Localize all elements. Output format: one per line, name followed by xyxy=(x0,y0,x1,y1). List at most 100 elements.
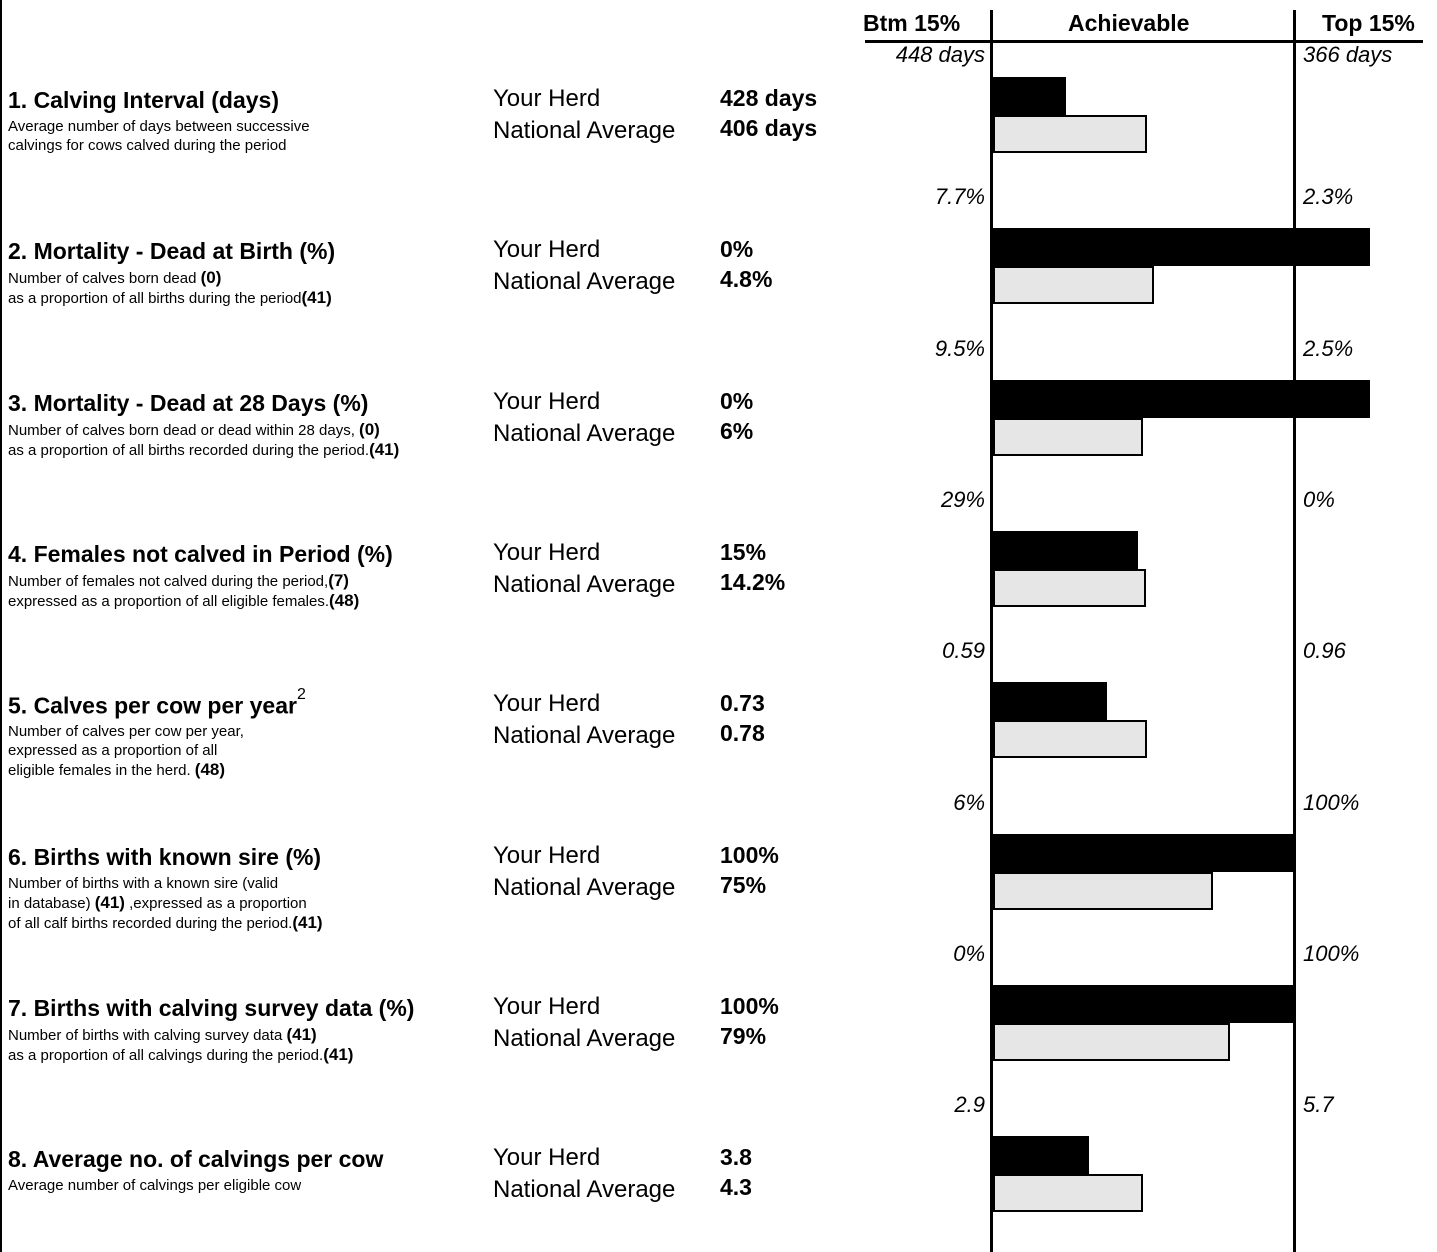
national-average-bar xyxy=(993,720,1148,759)
description-line: Number of calves born dead (0) xyxy=(8,268,332,288)
scale-bottom-15-label: 6% xyxy=(953,789,985,815)
count-value: (48) xyxy=(194,760,226,780)
header-underline xyxy=(865,40,1423,43)
scale-bottom-15-label: 9.5% xyxy=(934,335,985,361)
national-average-label: National Average xyxy=(493,268,676,296)
header-btm: Btm 15% xyxy=(863,10,961,36)
description-text: ,expressed as a proportion xyxy=(124,894,307,912)
metric-title-text: 3. Mortality - Dead at 28 Days (%) xyxy=(8,389,369,416)
description-line: in database) (41) ,expressed as a propor… xyxy=(8,893,323,913)
metric-title: 1. Calving Interval (days) xyxy=(8,87,279,114)
national-average-label: National Average xyxy=(493,419,676,447)
national-average-label: National Average xyxy=(493,873,676,901)
description-line: Average number of days between successiv… xyxy=(8,117,310,136)
description-text: eligible females in the herd. xyxy=(8,762,195,780)
metric-title: 4. Females not calved in Period (%) xyxy=(8,541,393,568)
national-average-bar xyxy=(993,1022,1230,1061)
your-herd-label: Your Herd xyxy=(493,236,601,264)
national-average-label: National Average xyxy=(493,117,676,144)
your-herd-label: Your Herd xyxy=(493,387,601,415)
description-text: as a proportion of all births recorded d… xyxy=(8,441,370,459)
description-line: Number of calves born dead or dead withi… xyxy=(8,420,399,440)
national-average-bar xyxy=(993,417,1143,456)
your-herd-label: Your Herd xyxy=(493,841,601,869)
metric-description: Average number of days between successiv… xyxy=(8,117,310,155)
metric-title: 6. Births with known sire (%) xyxy=(8,844,321,871)
description-text: Number of calves born dead xyxy=(8,270,201,288)
header-top: Top 15% xyxy=(1322,10,1415,36)
national-average-value: 79% xyxy=(720,1022,767,1049)
metric-description: Number of females not calved during the … xyxy=(8,571,359,611)
header-achievable: Achievable xyxy=(1068,10,1190,36)
description-text: as a proportion of all calvings during t… xyxy=(8,1046,324,1064)
your-herd-value: 15% xyxy=(720,538,767,565)
description-text: Average number of calvings per eligible … xyxy=(8,1177,302,1195)
description-line: as a proportion of all births during the… xyxy=(8,288,332,308)
scale-bottom-15-label: 0% xyxy=(953,940,985,966)
scale-top-15-label: 100% xyxy=(1303,789,1360,815)
count-value: (41) xyxy=(369,439,400,459)
your-herd-bar xyxy=(993,1136,1090,1175)
your-herd-label: Your Herd xyxy=(493,690,601,718)
description-line: Number of births with a known sire (vali… xyxy=(8,874,323,893)
metric-title: 5. Calves per cow per year2 xyxy=(8,686,306,720)
metric-title-text: 1. Calving Interval (days) xyxy=(8,87,279,113)
description-text: as a proportion of all births during the… xyxy=(8,290,302,308)
national-average-value: 406 days xyxy=(720,115,818,141)
your-herd-bar xyxy=(993,682,1107,721)
count-value: (0) xyxy=(359,419,380,439)
scale-top-15-label: 366 days xyxy=(1303,42,1393,67)
description-text: Number of calves per cow per year, xyxy=(8,723,244,741)
scale-bottom-15-label: 29% xyxy=(940,486,985,512)
metric-description: Number of calves born dead or dead withi… xyxy=(8,420,399,460)
your-herd-value: 0% xyxy=(720,236,754,263)
description-line: expressed as a proportion of all xyxy=(8,741,244,760)
your-herd-value: 100% xyxy=(720,992,779,1019)
description-text: in database) xyxy=(8,894,95,912)
scale-top-15-label: 2.3% xyxy=(1303,184,1354,210)
your-herd-bar xyxy=(993,833,1293,872)
description-line: Average number of calvings per eligible … xyxy=(8,1176,301,1195)
national-average-bar xyxy=(993,871,1214,910)
count-value: (48) xyxy=(329,590,360,610)
count-value: (41) xyxy=(323,1044,354,1064)
metric-title-text: 5. Calves per cow per year xyxy=(8,692,297,719)
national-average-bar xyxy=(993,266,1155,305)
scale-bottom-15-label: 0.59 xyxy=(942,638,985,664)
your-herd-value: 428 days xyxy=(720,85,818,111)
axis-line-right xyxy=(1293,10,1296,1252)
count-value: (7) xyxy=(328,570,349,590)
axis-line-left xyxy=(990,10,993,1252)
count-value: (41) xyxy=(286,1024,317,1044)
description-text: Number of calves born dead or dead withi… xyxy=(8,421,360,439)
description-text: of all calf births recorded during the p… xyxy=(8,914,293,932)
your-herd-bar xyxy=(993,228,1370,267)
count-value: (41) xyxy=(301,288,332,308)
your-herd-bar xyxy=(993,530,1138,569)
metric-title: 2. Mortality - Dead at Birth (%) xyxy=(8,238,335,265)
your-herd-label: Your Herd xyxy=(493,992,601,1020)
scale-top-15-label: 100% xyxy=(1303,940,1360,966)
your-herd-value: 100% xyxy=(720,841,779,868)
metric-description: Number of calves born dead (0) as a propo… xyxy=(8,268,332,308)
metric-title-text: 7. Births with calving survey data (%) xyxy=(8,994,415,1021)
your-herd-bar xyxy=(993,379,1370,418)
scale-top-15-label: 0% xyxy=(1303,486,1335,512)
description-line: Number of births with calving survey dat… xyxy=(8,1025,353,1045)
count-value: (0) xyxy=(200,268,222,288)
description-line: as a proportion of all calvings during t… xyxy=(8,1045,353,1065)
national-average-value: 6% xyxy=(720,417,754,444)
metric-title: 3. Mortality - Dead at 28 Days (%) xyxy=(8,390,368,417)
description-text: Number of births with a known sire (vali… xyxy=(8,874,279,892)
metric-title: 7. Births with calving survey data (%) xyxy=(8,995,414,1022)
description-line: eligible females in the herd. (48) xyxy=(8,760,244,780)
your-herd-label: Your Herd xyxy=(493,85,601,112)
national-average-value: 4.8% xyxy=(720,266,773,293)
national-average-bar xyxy=(993,1174,1143,1213)
scale-bottom-15-label: 2.9 xyxy=(954,1092,985,1118)
description-line: expressed as a proportion of all eligibl… xyxy=(8,591,359,611)
description-line: as a proportion of all births recorded d… xyxy=(8,440,399,460)
national-average-label: National Average xyxy=(493,1024,676,1052)
scale-top-15-label: 0.96 xyxy=(1303,638,1346,664)
metric-title-text: 8. Average no. of calvings per cow xyxy=(8,1146,384,1173)
